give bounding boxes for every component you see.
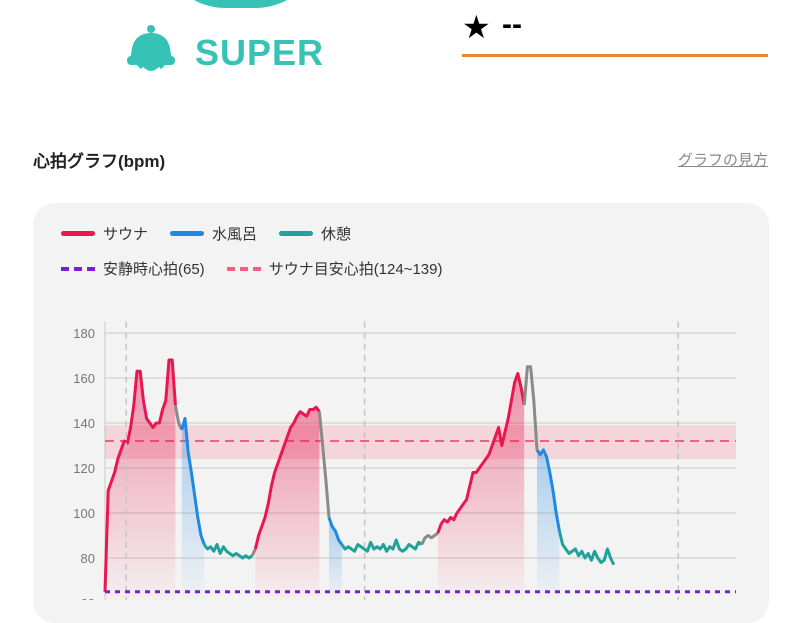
rating-field[interactable]: ★ -- — [462, 6, 768, 57]
cold-bath-line — [327, 516, 344, 546]
rest-swatch — [279, 231, 314, 236]
legend-resting-hr-label: 安静時心拍(65) — [103, 261, 205, 278]
legend-sauna-label: サウナ — [103, 226, 149, 243]
rest-line — [340, 538, 423, 553]
sauna-line — [103, 358, 177, 592]
transition-line — [250, 548, 257, 557]
rating-value: -- — [502, 8, 522, 41]
target-band — [105, 425, 736, 459]
sauna-target-swatch — [226, 266, 261, 271]
legend-rest-label: 休憩 — [321, 226, 352, 243]
transition-line — [522, 365, 539, 451]
cold-bath-line — [535, 448, 561, 532]
resting-hr-swatch — [61, 266, 95, 271]
level-badge: SUPER — [125, 24, 324, 82]
y-tick-label: 160 — [73, 371, 95, 386]
heart-rate-chart: 60 80 100 120 140 160 180 — [73, 321, 736, 600]
graph-guide-link[interactable]: グラフの見方 — [677, 152, 768, 169]
sauna-area — [437, 373, 525, 600]
legend-sauna: サウナ — [61, 223, 148, 244]
legend-row-references: 安静時心拍(65) サウナ目安心拍(124~139) — [61, 258, 465, 279]
legend-cold-bath: 水風呂 — [170, 223, 257, 244]
heart-rate-graph-title: 心拍グラフ(bpm) — [33, 152, 166, 171]
cold-bath-area — [329, 517, 342, 600]
heart-rate-card: サウナ 水風呂 休憩 安静時心拍(65) サウナ目安心拍(124~139) 60… — [33, 203, 769, 623]
transition-line — [173, 404, 184, 431]
y-tick-label: 180 — [73, 326, 95, 341]
sauna-area — [255, 407, 320, 600]
y-tick-label: 80 — [81, 551, 95, 566]
y-tick-label: 100 — [73, 506, 95, 521]
legend-resting-hr: 安静時心拍(65) — [61, 258, 205, 279]
y-tick-label: 60 — [81, 596, 95, 600]
sauna-swatch — [61, 231, 95, 236]
legend-row-phases: サウナ 水風呂 休憩 — [61, 223, 373, 244]
cold-bath-line — [180, 417, 206, 546]
sauna-line — [436, 372, 526, 534]
y-tick-label: 140 — [73, 416, 95, 431]
legend-cold-bath-label: 水風呂 — [212, 226, 258, 243]
rest-line — [202, 543, 254, 560]
cold-bath-swatch — [170, 231, 205, 236]
status-circle — [158, 0, 323, 8]
transition-line — [420, 532, 439, 546]
legend-rest: 休憩 — [279, 223, 351, 244]
sauna-area — [105, 360, 176, 600]
y-tick-label: 120 — [73, 461, 95, 476]
sauna-hat-icon — [127, 25, 175, 74]
legend-sauna-target: サウナ目安心拍(124~139) — [226, 258, 443, 279]
transition-line — [317, 411, 331, 518]
sauna-line — [253, 405, 321, 550]
cold-bath-area — [181, 418, 205, 600]
cold-bath-area — [537, 450, 560, 600]
level-label: SUPER — [195, 32, 325, 73]
rest-line — [557, 530, 616, 566]
star-icon: ★ — [462, 8, 491, 46]
legend-sauna-target-label: サウナ目安心拍(124~139) — [268, 261, 443, 278]
